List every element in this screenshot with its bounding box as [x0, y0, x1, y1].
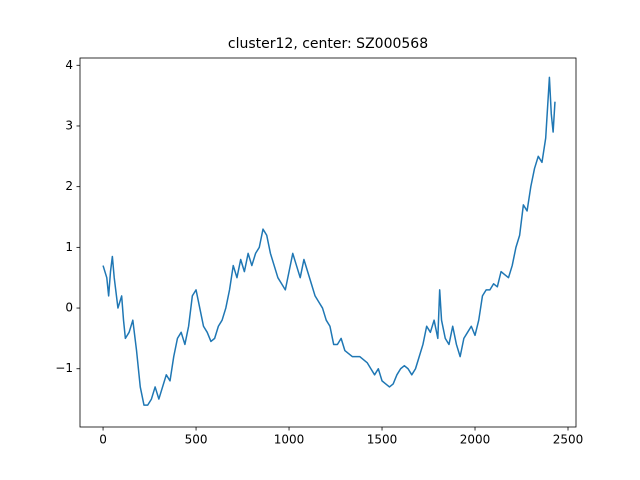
chart-title: cluster12, center: SZ000568	[228, 36, 428, 52]
y-tick-label: 1	[65, 240, 73, 254]
x-tick-label: 1500	[367, 433, 398, 447]
axes-frame	[79, 57, 577, 428]
x-tick-label: 2000	[460, 433, 491, 447]
y-tick-label: 4	[65, 58, 73, 72]
x-tick-label: 0	[99, 433, 107, 447]
y-tick-label: 2	[65, 179, 73, 193]
x-tick-label: 1000	[274, 433, 305, 447]
y-tick-label: −1	[55, 361, 73, 375]
y-tick-label: 3	[65, 118, 73, 132]
x-tick-label: 500	[185, 433, 208, 447]
y-tick-label: 0	[65, 301, 73, 315]
line	[102, 76, 556, 406]
x-tick-label: 2500	[553, 433, 584, 447]
